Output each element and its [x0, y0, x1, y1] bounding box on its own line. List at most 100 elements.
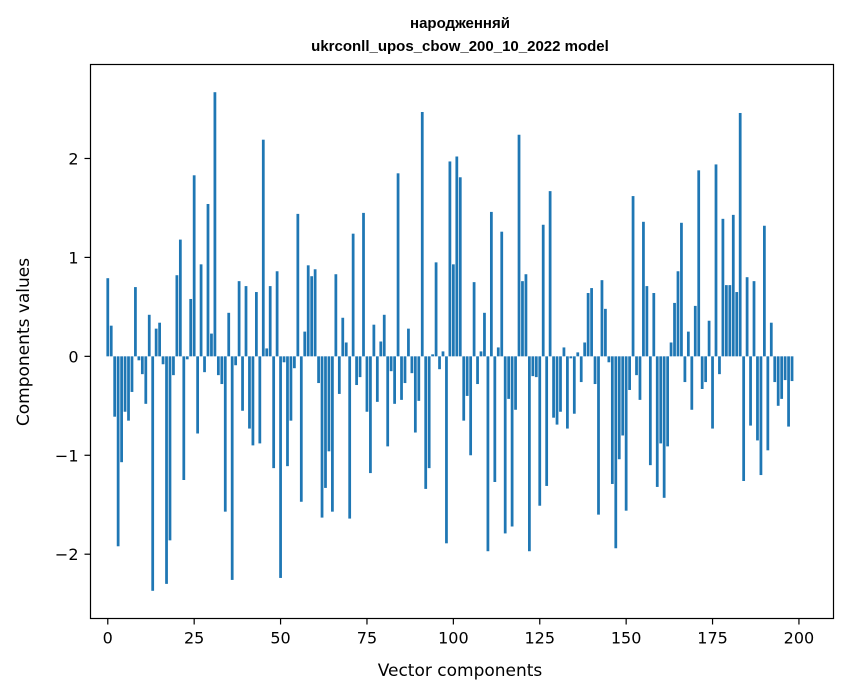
- bar-192: [769, 322, 773, 357]
- bar-18: [168, 356, 172, 541]
- bar-38: [237, 281, 241, 357]
- bar-101: [455, 156, 459, 357]
- bar-153: [635, 356, 638, 376]
- y-tick-label: −1: [55, 446, 79, 465]
- bar-180: [728, 285, 732, 357]
- bar-90: [417, 356, 421, 401]
- bar-89: [413, 356, 417, 433]
- bar-14: [154, 328, 158, 357]
- bar-156: [645, 286, 649, 357]
- bar-34: [223, 356, 227, 512]
- bar-137: [579, 356, 583, 383]
- bar-11: [144, 356, 148, 404]
- bar-120: [521, 281, 524, 357]
- bar-51: [282, 356, 286, 363]
- bar-118: [514, 356, 517, 410]
- bar-67: [337, 356, 341, 394]
- bar-184: [742, 356, 746, 481]
- bar-112: [493, 356, 497, 482]
- bar-139: [586, 293, 590, 357]
- chart-title-line1: народженняй: [410, 15, 510, 32]
- bar-109: [483, 312, 486, 357]
- bar-196: [783, 356, 787, 381]
- bar-47: [268, 286, 272, 357]
- bar-125: [538, 356, 542, 506]
- bar-59: [310, 276, 314, 357]
- bar-29: [206, 203, 210, 357]
- bar-174: [707, 320, 711, 357]
- bar-65: [331, 356, 334, 512]
- bar-98: [445, 356, 448, 544]
- bar-58: [306, 265, 310, 357]
- bar-195: [780, 356, 784, 399]
- bar-188: [756, 356, 759, 441]
- x-tick-label: 125: [524, 629, 555, 648]
- bar-78: [375, 356, 379, 402]
- bar-179: [724, 285, 728, 357]
- x-tick-label: 175: [697, 629, 728, 648]
- bar-55: [296, 213, 300, 357]
- bar-16: [161, 356, 165, 365]
- bar-146: [610, 356, 614, 484]
- bar-5: [123, 356, 127, 412]
- bar-190: [763, 225, 766, 357]
- bar-84: [396, 173, 400, 357]
- bar-111: [489, 211, 493, 357]
- bar-182: [735, 292, 739, 357]
- bar-0: [106, 278, 110, 357]
- x-tick-label: 25: [184, 629, 204, 648]
- bar-12: [147, 314, 151, 357]
- bar-21: [178, 239, 182, 357]
- bar-95: [434, 262, 438, 357]
- bar-162: [666, 356, 669, 447]
- bar-44: [258, 356, 262, 444]
- bar-124: [534, 356, 538, 378]
- bar-45: [261, 139, 265, 357]
- bar-73: [358, 356, 362, 378]
- bar-198: [790, 356, 794, 382]
- y-tick-label: 1: [68, 248, 78, 267]
- bar-191: [766, 356, 770, 451]
- bar-64: [327, 356, 331, 452]
- bar-26: [196, 356, 200, 434]
- bar-135: [572, 356, 576, 414]
- bar-128: [548, 191, 552, 357]
- bar-187: [752, 281, 756, 357]
- bar-145: [607, 356, 611, 363]
- bar-10: [140, 356, 144, 375]
- bar-104: [465, 356, 469, 396]
- bar-151: [628, 356, 631, 390]
- bar-25: [192, 175, 196, 357]
- bar-176: [714, 164, 718, 357]
- bar-102: [458, 177, 462, 357]
- x-tick-label: 100: [438, 629, 469, 648]
- bar-148: [617, 356, 621, 460]
- bar-66: [334, 274, 338, 357]
- bar-33: [220, 356, 224, 385]
- bar-53: [289, 356, 293, 421]
- bar-28: [203, 356, 206, 373]
- bar-13: [151, 356, 155, 591]
- bar-110: [486, 356, 490, 552]
- bar-61: [317, 356, 320, 384]
- bar-163: [669, 342, 673, 357]
- bar-4: [120, 356, 123, 463]
- bar-17: [165, 356, 168, 584]
- x-axis-label: Vector components: [378, 661, 543, 681]
- bar-85: [400, 356, 403, 400]
- bar-49: [275, 271, 279, 357]
- bar-37: [234, 356, 238, 366]
- bar-138: [583, 342, 587, 357]
- bar-71: [351, 233, 355, 357]
- x-tick-label: 200: [784, 629, 815, 648]
- bar-134: [569, 356, 573, 359]
- bar-54: [293, 356, 296, 369]
- bar-2: [113, 356, 117, 417]
- bar-39: [241, 356, 244, 411]
- bar-144: [604, 308, 607, 357]
- bar-141: [593, 356, 597, 385]
- y-tick-label: −2: [55, 545, 79, 564]
- bar-119: [517, 134, 521, 357]
- bar-170: [693, 305, 697, 357]
- bar-114: [500, 231, 504, 357]
